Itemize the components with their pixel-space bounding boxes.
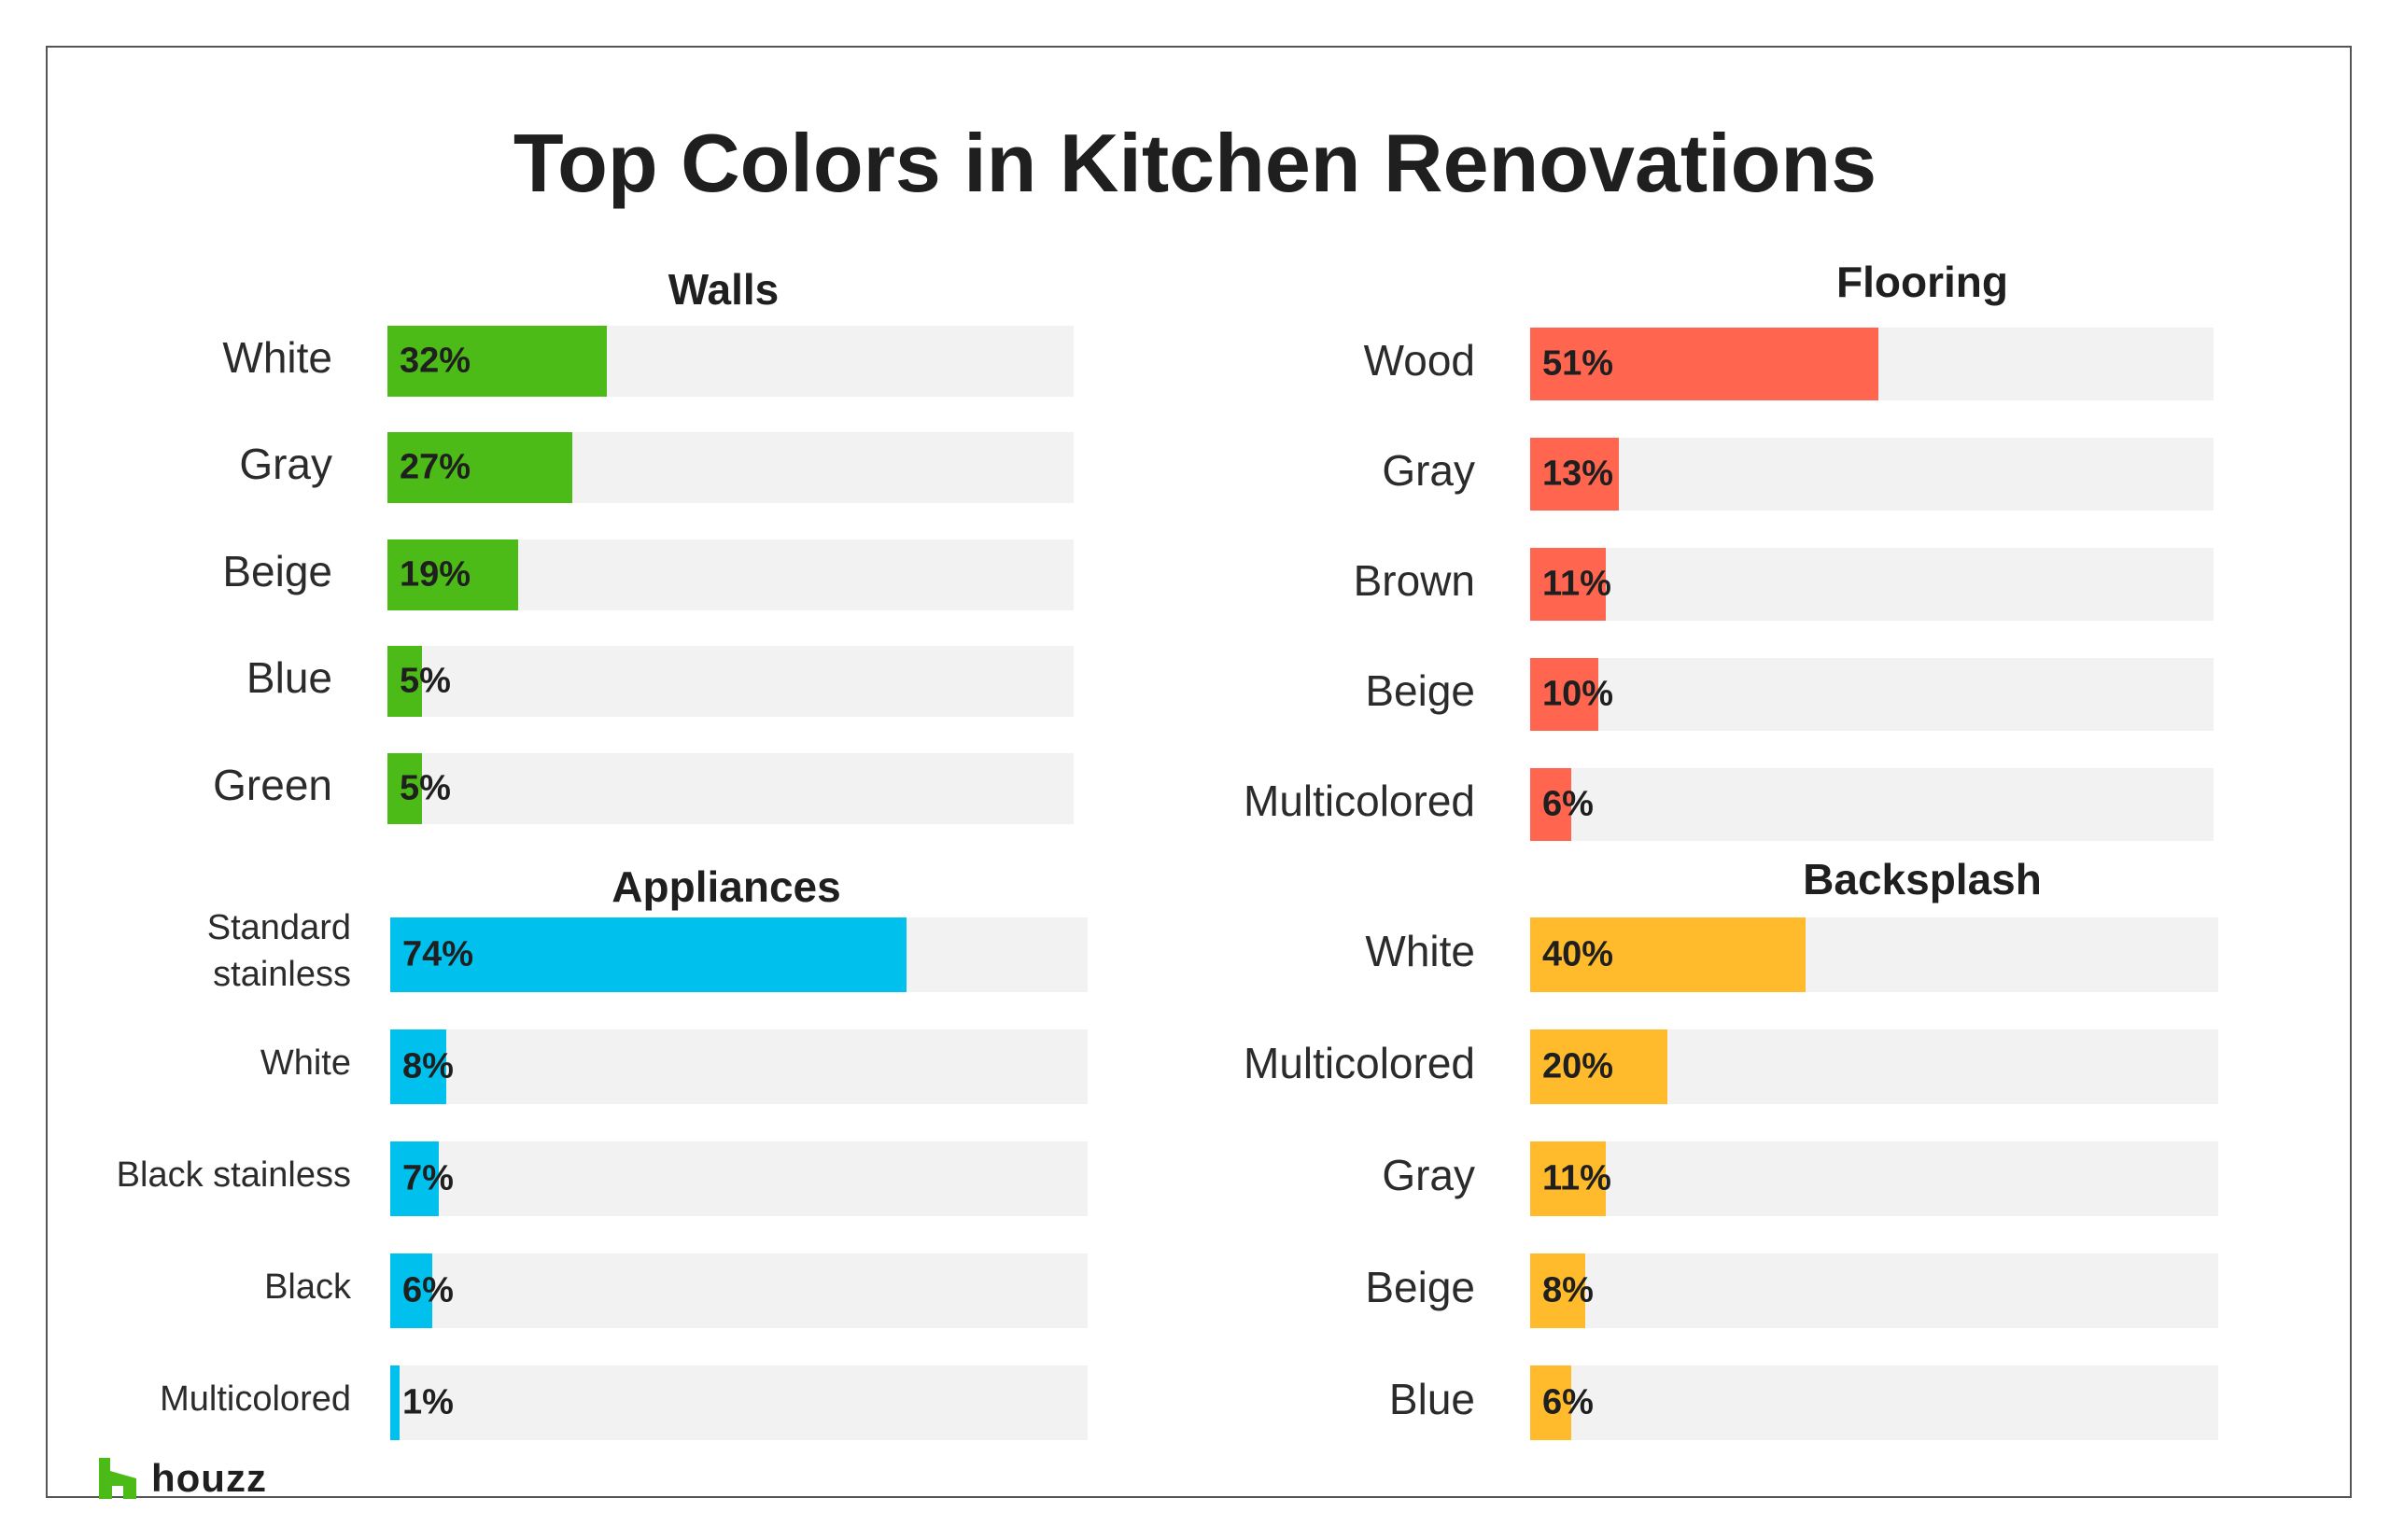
flooring-category-label: Brown bbox=[1353, 556, 1475, 605]
backsplash-bar-track: 40% bbox=[1530, 917, 2218, 992]
appliances-category-label: Standard stainless bbox=[206, 908, 351, 994]
backsplash-bar bbox=[1530, 1141, 1607, 1216]
walls-value-label: 5% bbox=[400, 768, 451, 808]
appliances-bar bbox=[390, 1253, 432, 1328]
flooring-bar-track: 13% bbox=[1530, 438, 2214, 511]
appliances-bar bbox=[390, 1365, 400, 1440]
walls-bar-track: 19% bbox=[387, 539, 1074, 610]
walls-category-label: Beige bbox=[222, 547, 332, 595]
appliances-category-label: Black stainless bbox=[116, 1155, 351, 1195]
walls-value-label: 5% bbox=[400, 661, 451, 701]
backsplash-value-label: 20% bbox=[1542, 1046, 1614, 1086]
flooring-category-label: Wood bbox=[1363, 336, 1475, 385]
backsplash-value-label: 6% bbox=[1542, 1382, 1594, 1422]
walls-bar bbox=[387, 539, 518, 610]
appliances-value-label: 1% bbox=[402, 1382, 454, 1422]
flooring-bar-track: 11% bbox=[1530, 548, 2214, 621]
appliances-bar-track: 6% bbox=[390, 1253, 1088, 1328]
appliances-category-label: Multicolored bbox=[160, 1379, 351, 1419]
walls-value-label: 32% bbox=[400, 341, 471, 381]
backsplash-category-label: Gray bbox=[1382, 1151, 1475, 1199]
walls-bar-track: 5% bbox=[387, 646, 1074, 717]
flooring-panel-title: Flooring bbox=[1836, 258, 2008, 306]
flooring-bar-track: 51% bbox=[1530, 328, 2214, 400]
flooring-value-label: 10% bbox=[1542, 674, 1614, 714]
flooring-value-label: 51% bbox=[1542, 343, 1614, 384]
backsplash-category-label: White bbox=[1365, 927, 1475, 975]
appliances-value-label: 6% bbox=[402, 1270, 454, 1310]
walls-bar bbox=[387, 432, 573, 503]
backsplash-bar bbox=[1530, 1365, 1572, 1440]
appliances-panel-title: Appliances bbox=[612, 862, 841, 911]
backsplash-bar bbox=[1530, 917, 1806, 992]
flooring-bar bbox=[1530, 658, 1599, 731]
backsplash-category-label: Beige bbox=[1365, 1263, 1475, 1311]
flooring-bar bbox=[1530, 768, 1571, 841]
backsplash-value-label: 40% bbox=[1542, 934, 1614, 974]
appliances-bar-track: 74% bbox=[390, 917, 1088, 992]
flooring-bar bbox=[1530, 548, 1606, 621]
brand-name: houzz bbox=[151, 1456, 267, 1500]
flooring-category-label: Multicolored bbox=[1244, 777, 1475, 825]
appliances-category-label: White bbox=[260, 1043, 351, 1083]
walls-value-label: 19% bbox=[400, 554, 471, 595]
backsplash-bar bbox=[1530, 1029, 1668, 1104]
walls-category-label: Gray bbox=[239, 440, 332, 488]
walls-panel-title: Walls bbox=[668, 265, 780, 314]
walls-bar-track: 27% bbox=[387, 432, 1074, 503]
walls-category-label: Green bbox=[213, 761, 332, 809]
flooring-category-label: Gray bbox=[1382, 446, 1475, 495]
backsplash-bar-track: 20% bbox=[1530, 1029, 2218, 1104]
backsplash-value-label: 11% bbox=[1542, 1158, 1611, 1198]
backsplash-bar-track: 8% bbox=[1530, 1253, 2218, 1328]
walls-bar-track: 5% bbox=[387, 753, 1074, 824]
appliances-bar-track: 7% bbox=[390, 1141, 1088, 1216]
walls-bar-track: 32% bbox=[387, 326, 1074, 397]
appliances-value-label: 74% bbox=[402, 934, 474, 974]
flooring-category-label: Beige bbox=[1365, 666, 1475, 715]
walls-bar bbox=[387, 753, 422, 824]
appliances-bar-track: 8% bbox=[390, 1029, 1088, 1104]
flooring-bar-track: 10% bbox=[1530, 658, 2214, 731]
flooring-bar bbox=[1530, 438, 1620, 511]
backsplash-category-label: Blue bbox=[1388, 1375, 1475, 1423]
chart-frame bbox=[46, 46, 2352, 1498]
flooring-bar bbox=[1530, 328, 1879, 400]
chart-title: Top Colors in Kitchen Renovations bbox=[513, 117, 1877, 209]
backsplash-value-label: 8% bbox=[1542, 1270, 1594, 1310]
appliances-bar-track: 1% bbox=[390, 1365, 1088, 1440]
walls-value-label: 27% bbox=[400, 447, 471, 487]
backsplash-bar-track: 11% bbox=[1530, 1141, 2218, 1216]
appliances-value-label: 8% bbox=[402, 1046, 454, 1086]
flooring-bar-track: 6% bbox=[1530, 768, 2214, 841]
backsplash-panel-title: Backsplash bbox=[1803, 855, 2042, 903]
appliances-category-label: Black bbox=[264, 1267, 351, 1307]
walls-bar bbox=[387, 326, 608, 397]
flooring-value-label: 11% bbox=[1542, 564, 1611, 604]
backsplash-bar-track: 6% bbox=[1530, 1365, 2218, 1440]
houzz-logo-icon bbox=[99, 1458, 136, 1499]
backsplash-category-label: Multicolored bbox=[1244, 1039, 1475, 1087]
walls-category-label: Blue bbox=[246, 653, 332, 702]
appliances-bar bbox=[390, 917, 907, 992]
flooring-value-label: 6% bbox=[1542, 784, 1594, 824]
walls-bar bbox=[387, 646, 422, 717]
appliances-value-label: 7% bbox=[402, 1158, 454, 1198]
backsplash-bar bbox=[1530, 1253, 1585, 1328]
walls-category-label: White bbox=[222, 333, 332, 382]
appliances-bar bbox=[390, 1141, 440, 1216]
flooring-value-label: 13% bbox=[1542, 454, 1614, 494]
appliances-bar bbox=[390, 1029, 446, 1104]
